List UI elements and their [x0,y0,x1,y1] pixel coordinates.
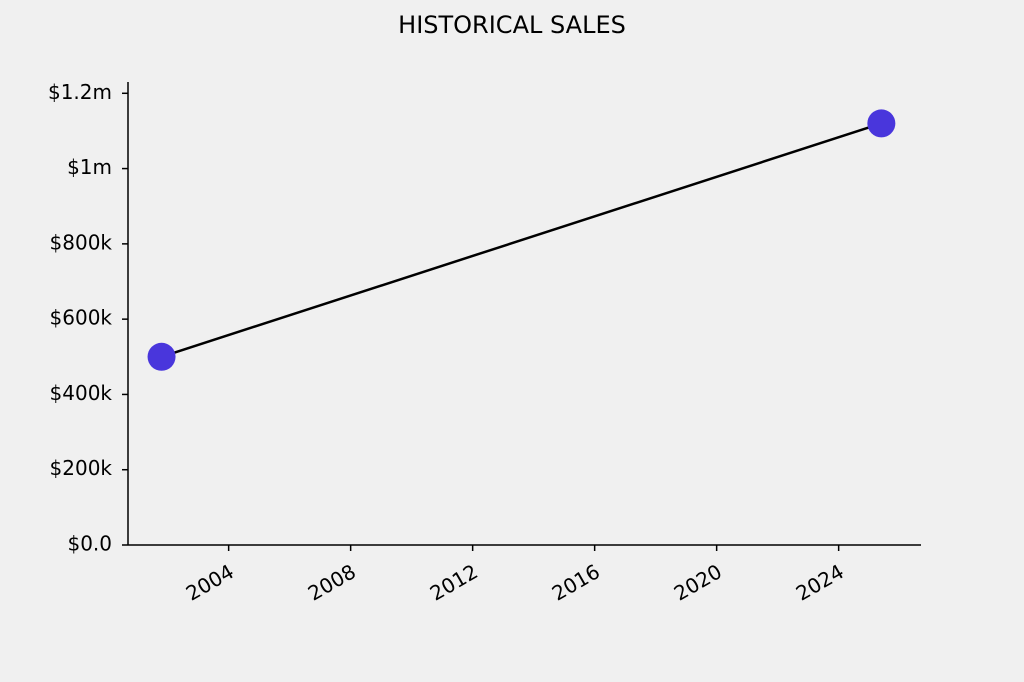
chart-title: HISTORICAL SALES [398,11,626,39]
y-tick-label: $0.0 [67,532,112,556]
x-tick-label: 2004 [182,559,238,605]
x-tick-label: 2020 [670,559,726,605]
y-tick-label: $200k [50,456,113,480]
y-tick-label: $400k [50,381,113,405]
point [867,109,896,138]
point [147,342,176,371]
y-tick-label: $800k [50,230,113,254]
x-tick-label: 2012 [426,559,482,605]
y-tick-label: $1.2m [48,80,112,104]
x-tick-label: 2008 [304,559,360,605]
line [161,122,882,358]
x-tick-label: 2024 [792,559,848,605]
y-tick-label: $1m [67,155,112,179]
y-tick-label: $600k [50,306,113,330]
x-tick-label: 2016 [548,559,604,605]
